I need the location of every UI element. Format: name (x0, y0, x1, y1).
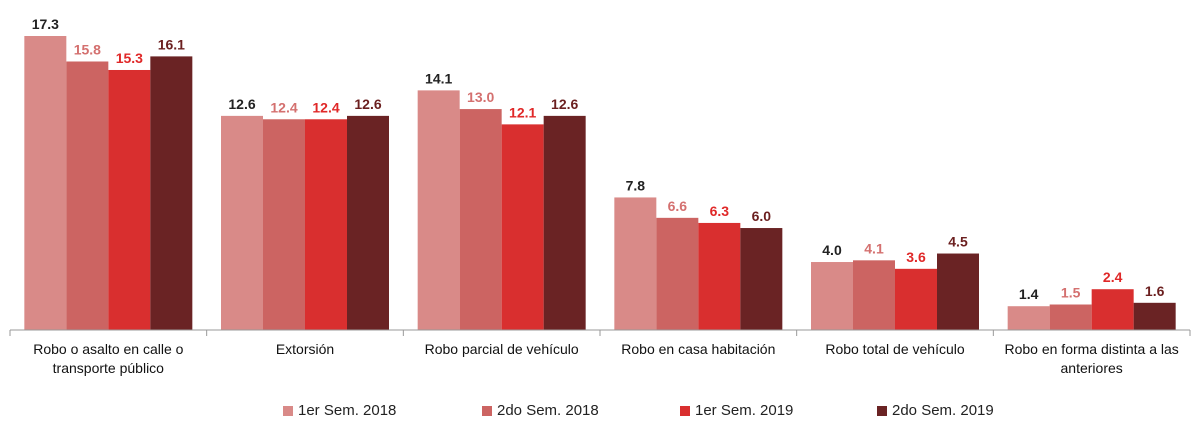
value-label: 4.1 (864, 240, 884, 256)
value-label: 4.5 (948, 234, 968, 250)
value-label: 2.4 (1103, 269, 1123, 285)
value-label: 12.4 (270, 99, 297, 115)
value-label: 7.8 (626, 177, 646, 193)
bar (740, 228, 783, 330)
legend-label: 1er Sem. 2019 (695, 402, 793, 419)
bar (347, 115, 389, 330)
bar (614, 197, 657, 330)
value-label: 17.3 (32, 16, 59, 32)
bar (501, 124, 544, 331)
bar (221, 115, 263, 330)
bar (263, 119, 305, 331)
value-label: 16.1 (158, 36, 185, 52)
value-label: 12.6 (551, 96, 578, 112)
bar (656, 217, 699, 330)
x-tick-label: Robo en forma distinta a las anteriores (1004, 341, 1179, 376)
bar (937, 253, 979, 330)
value-label: 6.6 (668, 198, 688, 214)
value-label: 15.8 (74, 41, 101, 57)
legend-label: 1er Sem. 2018 (298, 402, 396, 419)
x-tick-label: Robo parcial de vehículo (424, 341, 579, 357)
value-label: 14.1 (425, 70, 452, 86)
value-label: 1.6 (1145, 283, 1165, 299)
x-tick-label: Extorsión (275, 341, 335, 357)
bar (1133, 302, 1176, 330)
value-label: 4.0 (822, 242, 842, 258)
legend-swatch (482, 406, 492, 416)
value-label: 12.1 (509, 104, 536, 120)
bar (108, 69, 151, 331)
value-label: 3.6 (906, 249, 926, 265)
value-label: 1.5 (1061, 285, 1081, 301)
legend-swatch (680, 406, 690, 416)
bar (417, 90, 460, 330)
bar (66, 61, 109, 330)
legend-label: 2do Sem. 2018 (497, 402, 599, 419)
value-label: 12.4 (312, 99, 339, 115)
x-tick-label: Robo en casa habitación (621, 341, 776, 357)
bar (853, 260, 895, 330)
bar (543, 115, 586, 330)
x-tick-label: Robo o asalto en calle o transporte públ… (33, 341, 184, 376)
legend-swatch (877, 406, 887, 416)
bar (150, 56, 193, 330)
bar (698, 222, 741, 330)
value-label: 6.3 (710, 203, 730, 219)
bar (1007, 306, 1050, 330)
value-label: 12.6 (228, 96, 255, 112)
value-label: 15.3 (116, 50, 143, 66)
bar (24, 36, 67, 330)
value-label: 12.6 (354, 96, 381, 112)
legend-swatch (283, 406, 293, 416)
bar (459, 109, 502, 331)
bar (305, 119, 347, 331)
value-label: 6.0 (752, 208, 772, 224)
legend-label: 2do Sem. 2019 (892, 402, 994, 419)
bar (1091, 289, 1134, 330)
bar (1049, 304, 1092, 330)
x-tick-label: Robo total de vehículo (825, 341, 965, 357)
bar (811, 262, 853, 330)
value-label: 13.0 (467, 89, 494, 105)
bar (895, 268, 937, 330)
value-label: 1.4 (1019, 286, 1039, 302)
